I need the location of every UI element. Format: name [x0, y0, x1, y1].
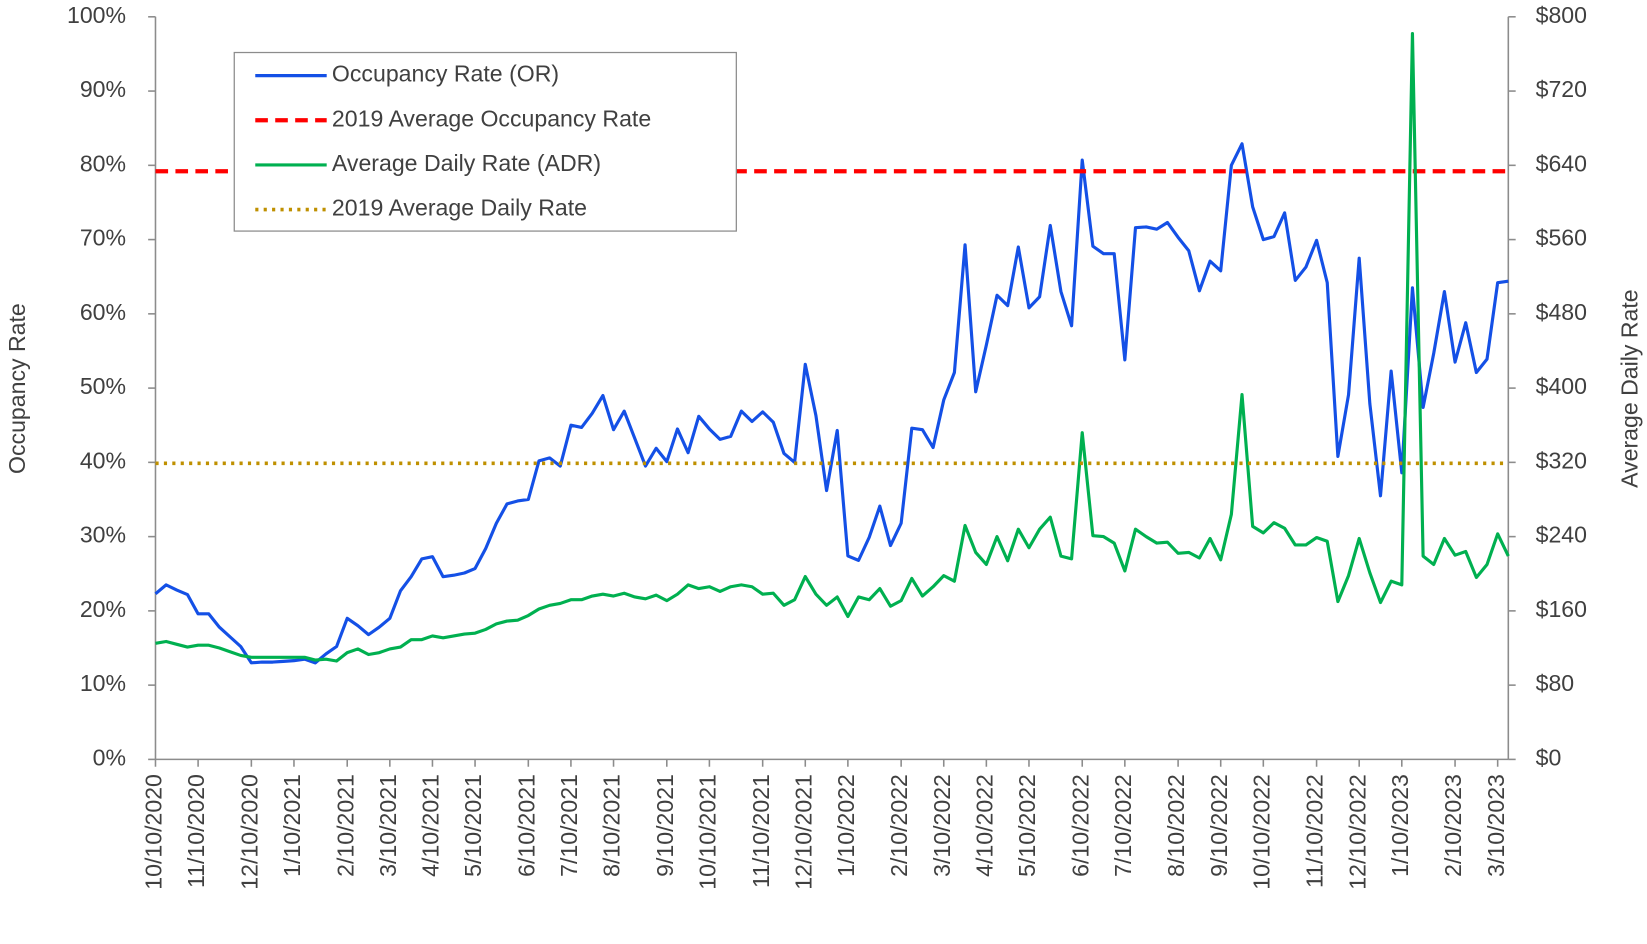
x-tick-label: 5/10/2022 [1014, 774, 1040, 877]
x-tick-label: 10/10/2022 [1248, 774, 1274, 890]
x-tick-label: 11/10/2022 [1302, 774, 1328, 888]
y-tick-label: 50% [80, 373, 126, 399]
y-tick-label: 40% [80, 447, 126, 473]
x-tick-label: 6/10/2022 [1067, 774, 1093, 877]
x-tick-label: 11/10/2020 [183, 774, 209, 888]
y2-tick-label: $640 [1536, 150, 1587, 176]
x-tick-label: 8/10/2022 [1163, 774, 1189, 877]
x-tick-label: 12/10/2021 [790, 774, 816, 890]
y2-axis-title: Average Daily Rate [1616, 289, 1642, 488]
legend-label: Occupancy Rate (OR) [332, 61, 559, 87]
legend-label: Average Daily Rate (ADR) [332, 150, 601, 176]
x-tick-label: 12/10/2022 [1344, 774, 1370, 890]
x-tick-label: 10/10/2020 [141, 774, 167, 890]
x-tick-label: 4/10/2021 [418, 774, 444, 877]
x-tick-label: 2/10/2022 [886, 774, 912, 877]
y-tick-label: 30% [80, 522, 126, 548]
series-line [155, 31, 1510, 663]
x-tick-label: 9/10/2021 [652, 774, 678, 877]
x-tick-label: 4/10/2022 [971, 774, 997, 877]
y2-tick-label: $0 [1536, 745, 1562, 771]
x-tick-label: 2/10/2023 [1440, 774, 1466, 877]
y2-tick-label: $800 [1536, 2, 1587, 28]
y-tick-label: 0% [93, 745, 126, 771]
y2-tick-label: $80 [1536, 670, 1575, 696]
legend: Occupancy Rate (OR) 2019 Average Occupanc… [255, 61, 651, 221]
x-tick-label: 1/10/2022 [833, 774, 859, 877]
legend-box [233, 51, 737, 232]
x-tick-label: 3/10/2021 [375, 774, 401, 877]
y2-tick-label: $400 [1536, 373, 1587, 399]
series-line [154, 142, 1509, 665]
y-axis-title: Occupancy Rate [4, 303, 30, 474]
y2-tick-label: $560 [1536, 225, 1587, 251]
x-tick-label: 10/10/2021 [695, 774, 721, 890]
y-tick-label: 90% [80, 76, 126, 102]
y2-tick-label: $320 [1536, 447, 1587, 473]
x-tick-label: 9/10/2022 [1206, 774, 1232, 877]
y-tick-label: 70% [80, 225, 126, 251]
y2-tick-label: $160 [1536, 596, 1587, 622]
y-tick-label: 80% [80, 150, 126, 176]
x-tick-label: 7/10/2022 [1110, 774, 1136, 877]
x-tick-label: 8/10/2021 [599, 774, 625, 877]
x-tick-label: 7/10/2021 [556, 774, 582, 877]
y-tick-label: 60% [80, 299, 126, 325]
x-tick-label: 1/10/2023 [1387, 774, 1413, 877]
legend-label: 2019 Average Daily Rate [332, 195, 587, 221]
y-tick-label: 20% [80, 596, 126, 622]
y2-tick-label: $480 [1536, 299, 1587, 325]
y-tick-label: 100% [67, 2, 126, 28]
y2-tick-label: $240 [1536, 522, 1587, 548]
x-tick-label: 2/10/2021 [332, 774, 358, 877]
y2-tick-label: $720 [1536, 76, 1587, 102]
x-tick-label: 12/10/2020 [236, 774, 262, 890]
x-tick-label: 5/10/2021 [460, 774, 486, 877]
x-tick-label: 3/10/2022 [929, 774, 955, 877]
x-tick-label: 6/10/2021 [513, 774, 539, 877]
x-tick-label: 1/10/2021 [279, 774, 305, 877]
x-tick-label: 11/10/2021 [748, 774, 774, 888]
legend-label: 2019 Average Occupancy Rate [332, 105, 651, 131]
y-tick-label: 10% [80, 670, 126, 696]
x-tick-label: 3/10/2023 [1483, 774, 1509, 877]
